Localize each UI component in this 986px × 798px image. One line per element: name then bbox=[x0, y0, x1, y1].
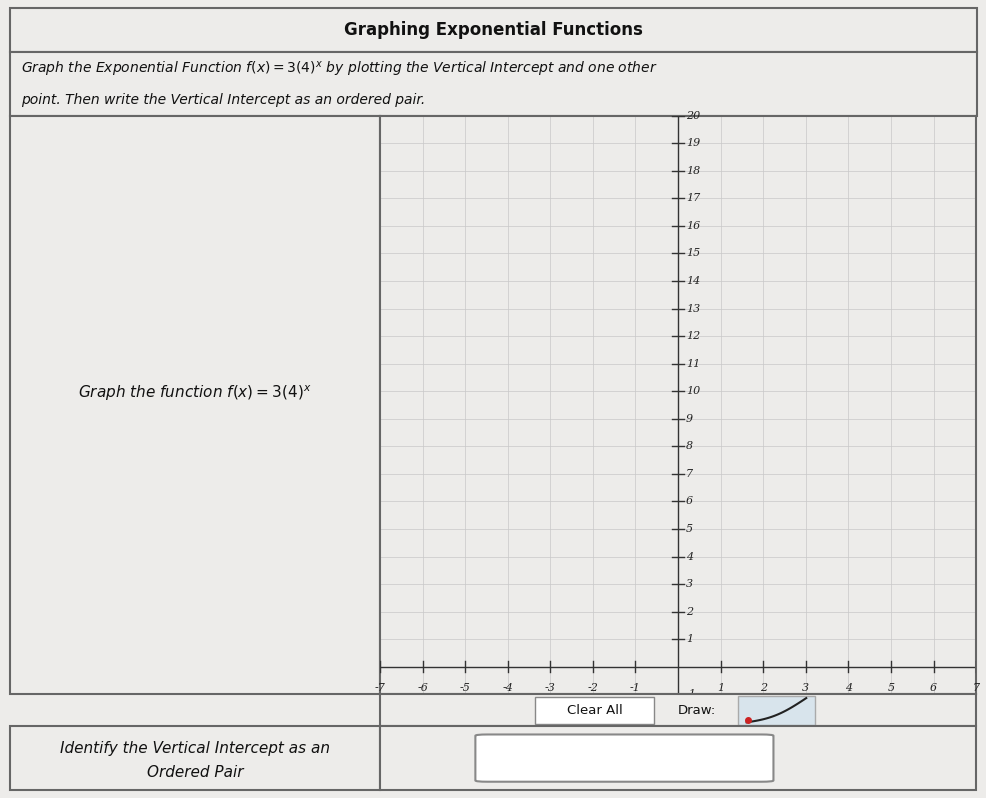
FancyBboxPatch shape bbox=[534, 697, 654, 724]
Text: -3: -3 bbox=[544, 683, 555, 693]
Text: 19: 19 bbox=[685, 138, 699, 148]
Text: point. Then write the Vertical Intercept as an ordered pair.: point. Then write the Vertical Intercept… bbox=[22, 93, 425, 107]
Text: Graph the Exponential Function $f(x) = 3(4)^x$ by plotting the Vertical Intercep: Graph the Exponential Function $f(x) = 3… bbox=[22, 60, 658, 79]
Text: -7: -7 bbox=[374, 683, 386, 693]
FancyBboxPatch shape bbox=[10, 8, 976, 52]
Text: 2: 2 bbox=[759, 683, 766, 693]
Text: 4: 4 bbox=[844, 683, 851, 693]
FancyBboxPatch shape bbox=[380, 726, 975, 790]
Text: 17: 17 bbox=[685, 193, 699, 203]
Text: -1: -1 bbox=[685, 689, 696, 699]
Text: 1: 1 bbox=[717, 683, 724, 693]
FancyBboxPatch shape bbox=[475, 734, 773, 782]
Text: Ordered Pair: Ordered Pair bbox=[147, 764, 243, 780]
Text: 4: 4 bbox=[685, 551, 692, 562]
Text: 6: 6 bbox=[929, 683, 936, 693]
Text: 7: 7 bbox=[685, 469, 692, 479]
FancyBboxPatch shape bbox=[10, 726, 380, 790]
Text: 3: 3 bbox=[685, 579, 692, 589]
Text: 9: 9 bbox=[685, 413, 692, 424]
Text: -1: -1 bbox=[629, 683, 640, 693]
Text: 12: 12 bbox=[685, 331, 699, 341]
Text: 20: 20 bbox=[685, 111, 699, 120]
Text: -5: -5 bbox=[459, 683, 470, 693]
FancyBboxPatch shape bbox=[737, 696, 814, 725]
Text: 16: 16 bbox=[685, 221, 699, 231]
Text: 5: 5 bbox=[685, 524, 692, 534]
Text: 14: 14 bbox=[685, 276, 699, 286]
Text: -2: -2 bbox=[587, 683, 598, 693]
Text: 8: 8 bbox=[685, 441, 692, 452]
FancyBboxPatch shape bbox=[10, 116, 380, 694]
Text: 1: 1 bbox=[685, 634, 692, 644]
Text: 2: 2 bbox=[685, 606, 692, 617]
Text: -6: -6 bbox=[417, 683, 428, 693]
Text: 13: 13 bbox=[685, 303, 699, 314]
Text: 5: 5 bbox=[886, 683, 893, 693]
FancyBboxPatch shape bbox=[10, 52, 976, 116]
Text: Draw:: Draw: bbox=[677, 704, 716, 717]
Text: Clear All: Clear All bbox=[566, 704, 622, 717]
FancyBboxPatch shape bbox=[380, 694, 975, 726]
Text: 18: 18 bbox=[685, 166, 699, 176]
Text: 6: 6 bbox=[685, 496, 692, 507]
Text: 7: 7 bbox=[971, 683, 979, 693]
Text: 15: 15 bbox=[685, 248, 699, 259]
Text: 3: 3 bbox=[802, 683, 809, 693]
Text: 10: 10 bbox=[685, 386, 699, 397]
Text: -4: -4 bbox=[502, 683, 513, 693]
Text: Graph the function $f(x) = 3(4)^x$: Graph the function $f(x) = 3(4)^x$ bbox=[78, 384, 312, 403]
Text: Identify the Vertical Intercept as an: Identify the Vertical Intercept as an bbox=[60, 741, 329, 756]
Text: Graphing Exponential Functions: Graphing Exponential Functions bbox=[344, 21, 642, 39]
Text: 11: 11 bbox=[685, 358, 699, 369]
